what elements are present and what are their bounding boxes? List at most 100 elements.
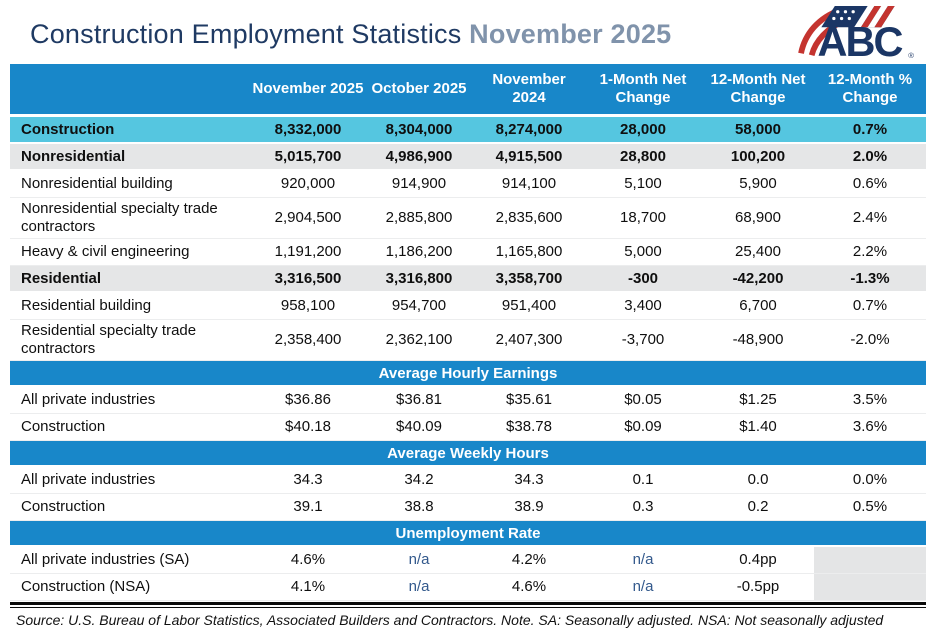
section-header: Unemployment Rate <box>10 521 926 547</box>
value-cell: $40.09 <box>396 418 442 435</box>
value-cell: 1,165,800 <box>495 243 563 260</box>
row-label: All private industries <box>21 471 156 488</box>
row-label: All private industries (SA) <box>21 551 190 568</box>
value-cell: -300 <box>627 269 659 287</box>
value-cell: 28,800 <box>620 147 666 165</box>
value-cell: 5,015,700 <box>274 147 342 165</box>
row-label: Residential building <box>21 297 152 314</box>
value-cell: 3,358,700 <box>495 269 563 287</box>
value-cell: 2.2% <box>852 243 888 260</box>
table-row: Construction 8,332,000 8,304,000 8,274,000 2… <box>10 117 926 144</box>
value-cell: 2,407,300 <box>495 331 563 348</box>
header-cell: 12-Month % Change <box>827 71 913 106</box>
value-cell: 28,000 <box>620 120 666 138</box>
page-title-date: November 2025 <box>469 18 672 49</box>
value-cell <box>814 547 926 573</box>
table-row: Construction (NSA) 4.1% n/a 4.6% n/a -0.5pp <box>10 574 926 601</box>
row-label: Construction <box>21 120 115 138</box>
value-cell: 954,700 <box>391 297 447 314</box>
row-label: Nonresidential building <box>21 175 173 192</box>
value-cell: $0.05 <box>624 391 662 408</box>
value-cell: -48,900 <box>732 331 784 348</box>
value-cell: $1.25 <box>739 391 777 408</box>
value-cell: 920,000 <box>280 175 336 192</box>
value-cell: 6,700 <box>739 297 777 314</box>
abc-logo: ABC ® <box>794 5 922 66</box>
row-label: Residential specialty trade contractors <box>21 322 197 357</box>
value-cell: 0.5% <box>852 498 888 515</box>
header-cell: 12-Month Net Change <box>710 71 806 106</box>
bottom-double-rule <box>10 602 926 608</box>
value-cell: 4.6% <box>511 578 547 595</box>
value-cell <box>814 574 926 600</box>
header-cell: 1-Month Net Change <box>599 71 687 106</box>
table-row: Construction $40.18 $40.09 $38.78 $0.09 $1.40… <box>10 414 926 441</box>
row-label: Nonresidential specialty trade contracto… <box>21 200 218 235</box>
table-row: All private industries (SA) 4.6% n/a 4.2% n/… <box>10 547 926 574</box>
value-cell: -42,200 <box>732 269 784 287</box>
value-cell: -0.5pp <box>736 578 780 595</box>
section-header: Average Weekly Hours <box>10 441 926 467</box>
value-cell: n/a <box>408 578 430 595</box>
value-cell: 100,200 <box>730 147 786 165</box>
value-cell: $36.81 <box>396 391 442 408</box>
row-label: Heavy & civil engineering <box>21 243 190 260</box>
value-cell: 34.3 <box>514 471 544 488</box>
value-cell: -3,700 <box>621 331 665 348</box>
value-cell: 0.3 <box>632 498 654 515</box>
value-cell: 914,100 <box>501 175 557 192</box>
table-row: Residential specialty trade contractors 2… <box>10 320 926 361</box>
row-label: All private industries <box>21 391 156 408</box>
value-cell: 2,885,800 <box>385 209 453 226</box>
value-cell: 4.2% <box>511 551 547 568</box>
page-title-main: Construction Employment Statistics <box>30 18 462 49</box>
table-row: All private industries 34.3 34.2 34.3 0.1 0.0… <box>10 467 926 494</box>
source-note: Source: U.S. Bureau of Labor Statistics,… <box>16 612 884 628</box>
value-cell: 5,900 <box>739 175 777 192</box>
value-cell: 3,316,800 <box>385 269 453 287</box>
value-cell: 2,358,400 <box>274 331 342 348</box>
value-cell: 0.0 <box>747 471 769 488</box>
table-row: Nonresidential building 920,000 914,900 914… <box>10 171 926 198</box>
value-cell: 25,400 <box>735 243 781 260</box>
value-cell: 8,274,000 <box>495 120 563 138</box>
value-cell: 5,000 <box>624 243 662 260</box>
value-cell: 4.1% <box>290 578 326 595</box>
value-cell: $0.09 <box>624 418 662 435</box>
value-cell: 18,700 <box>620 209 666 226</box>
value-cell: 8,304,000 <box>385 120 453 138</box>
header-cell: November 2025 <box>252 80 364 97</box>
value-cell: 68,900 <box>735 209 781 226</box>
value-cell: 3,316,500 <box>274 269 342 287</box>
value-cell: $38.78 <box>506 418 552 435</box>
row-label: Construction <box>21 418 106 435</box>
value-cell: 58,000 <box>735 120 781 138</box>
value-cell: 2,904,500 <box>274 209 342 226</box>
value-cell: 8,332,000 <box>274 120 342 138</box>
value-cell: 951,400 <box>501 297 557 314</box>
table-row: Nonresidential 5,015,700 4,986,900 4,915,50… <box>10 144 926 171</box>
value-cell: $36.86 <box>285 391 331 408</box>
value-cell: 0.0% <box>852 471 888 488</box>
value-cell: 1,186,200 <box>385 243 453 260</box>
value-cell: n/a <box>632 551 654 568</box>
table-header-row: November 2025 October 2025 November 2024 1-… <box>10 64 926 117</box>
table-row: Residential 3,316,500 3,316,800 3,358,700 -3… <box>10 266 926 293</box>
value-cell: 39.1 <box>293 498 323 515</box>
value-cell: 0.7% <box>852 120 888 138</box>
title-bar: Construction Employment Statistics Novem… <box>0 0 936 66</box>
value-cell: 0.2 <box>747 498 769 515</box>
value-cell: 958,100 <box>280 297 336 314</box>
value-cell: 2,362,100 <box>385 331 453 348</box>
stats-table: November 2025 October 2025 November 2024 1-… <box>10 64 926 601</box>
table-row: Nonresidential specialty trade contracto… <box>10 198 926 239</box>
row-label: Nonresidential <box>21 147 126 165</box>
value-cell: n/a <box>408 551 430 568</box>
value-cell: 2,835,600 <box>495 209 563 226</box>
value-cell: -2.0% <box>850 331 890 348</box>
value-cell: 2.4% <box>852 209 888 226</box>
value-cell: 0.6% <box>852 175 888 192</box>
table-row: Heavy & civil engineering 1,191,200 1,186,… <box>10 239 926 266</box>
value-cell: 0.4pp <box>739 551 777 568</box>
